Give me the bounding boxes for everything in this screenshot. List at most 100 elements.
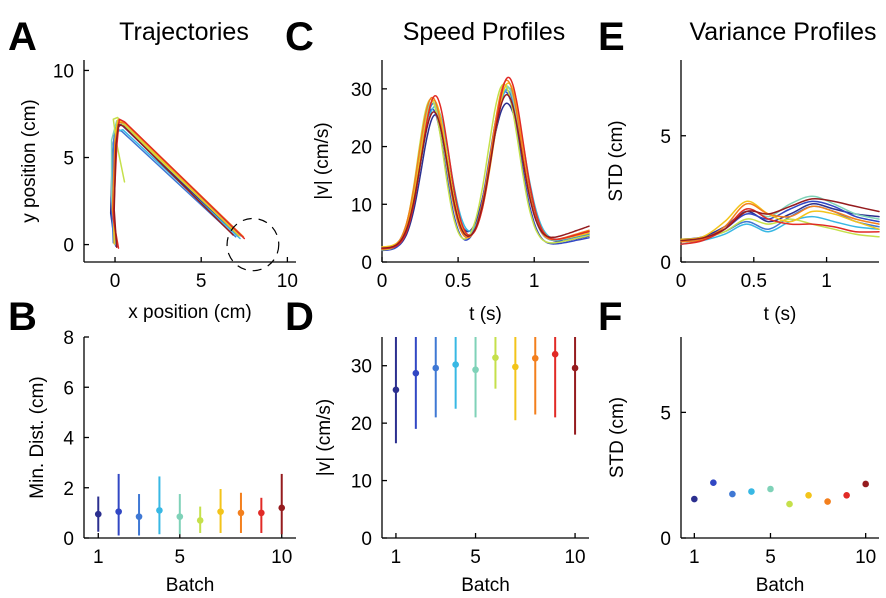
- data-point: [258, 509, 265, 517]
- y-axis-label: |v| (cm/s): [314, 399, 335, 476]
- x-tick-label: 5: [765, 547, 776, 568]
- panel-title: Trajectories: [119, 18, 249, 46]
- x-tick-label: 5: [175, 547, 186, 568]
- data-point: [432, 364, 440, 372]
- data-point: [843, 491, 850, 499]
- data-point: [217, 508, 224, 515]
- panel-letter: A: [8, 15, 37, 59]
- data-point: [392, 386, 400, 394]
- y-tick-label: 20: [351, 414, 372, 435]
- y-tick-label: 4: [63, 429, 74, 450]
- data-point: [786, 500, 793, 508]
- panel-title: Speed Profiles: [403, 18, 566, 46]
- x-axis-label: t (s): [764, 304, 797, 325]
- y-tick-label: 0: [361, 253, 372, 274]
- speed-profile-line: [381, 93, 590, 249]
- trajectory-line: [111, 119, 240, 248]
- data-point: [412, 369, 420, 377]
- y-tick-label: 30: [351, 80, 372, 101]
- data-point: [691, 495, 698, 503]
- x-tick-label: 0: [676, 271, 687, 292]
- data-marks: [392, 337, 579, 444]
- data-point: [196, 517, 204, 524]
- data-point: [748, 488, 755, 495]
- panel-d: D 1 5 10 0 10 20 30 Batch |v| (cm/s): [285, 295, 589, 596]
- y-tick-label: 0: [63, 529, 74, 550]
- data-point: [492, 354, 499, 361]
- y-axis-label: Min. Dist. (cm): [27, 376, 48, 498]
- speed-profile-line: [381, 76, 590, 250]
- x-axis-label: Batch: [756, 575, 805, 596]
- data-marks: [680, 195, 880, 246]
- data-point: [472, 366, 479, 374]
- variance-profile-line: [680, 215, 880, 246]
- y-axis-label: STD (cm): [606, 120, 627, 201]
- y-axis-label: y position (cm): [19, 99, 40, 223]
- y-tick-label: 10: [351, 472, 372, 493]
- y-tick-label: 2: [63, 479, 74, 500]
- panel-letter: D: [285, 295, 314, 339]
- variance-profile-line: [680, 197, 880, 242]
- y-axis-label: |v| (cm/s): [312, 122, 333, 199]
- x-tick-label: 5: [470, 547, 481, 568]
- x-tick-label: 0.5: [741, 271, 767, 292]
- y-tick-label: 0: [63, 236, 74, 257]
- x-tick-label: 1: [529, 271, 540, 292]
- y-tick-label: 10: [351, 195, 372, 216]
- panel-b: B 1 5 10 0 2 4 6 8 Batch Min. Dist. (cm): [8, 295, 296, 596]
- y-tick-label: 5: [660, 403, 671, 424]
- y-tick-label: 5: [660, 127, 671, 148]
- panel-e: E Variance Profiles 0 0.5 1 0 5 t (s) STD (cm): [598, 15, 880, 325]
- data-marks: [94, 473, 286, 536]
- panel-f: F 1 5 10 0 5 Batch STD (cm): [598, 295, 879, 596]
- y-tick-label: 20: [351, 138, 372, 159]
- data-point: [571, 364, 579, 372]
- variance-profile-line: [680, 200, 880, 241]
- x-tick-label: 10: [564, 547, 585, 568]
- y-tick-label: 5: [63, 149, 74, 170]
- panel-letter: C: [285, 15, 314, 59]
- trajectory-line: [112, 116, 236, 233]
- data-point: [237, 509, 245, 517]
- x-tick-label: 10: [271, 547, 292, 568]
- y-tick-label: 10: [53, 61, 74, 82]
- variance-profile-line: [680, 208, 880, 246]
- panel-letter: E: [598, 15, 625, 59]
- data-point: [278, 504, 286, 512]
- y-tick-label: 6: [63, 378, 74, 399]
- panel-title: Variance Profiles: [689, 18, 876, 46]
- data-point: [115, 508, 122, 515]
- trajectory-line: [110, 127, 237, 244]
- data-point: [710, 479, 717, 487]
- data-point: [824, 498, 831, 505]
- data-point: [135, 513, 143, 520]
- y-tick-label: 0: [660, 529, 671, 550]
- x-axis-label: Batch: [166, 575, 215, 596]
- x-tick-label: 10: [855, 547, 876, 568]
- data-point: [551, 350, 559, 358]
- y-tick-label: 0: [660, 253, 671, 274]
- trajectory-line: [109, 123, 238, 246]
- x-axis-label: x position (cm): [128, 302, 252, 323]
- data-point: [531, 354, 539, 362]
- data-point: [94, 510, 102, 518]
- x-tick-label: 0: [377, 271, 388, 292]
- x-tick-label: 1: [93, 547, 104, 568]
- data-point: [729, 490, 736, 498]
- x-tick-label: 1: [391, 547, 402, 568]
- speed-profile-line: [381, 83, 590, 251]
- y-axis-label: STD (cm): [607, 397, 628, 478]
- trajectory-line: [113, 123, 234, 248]
- x-tick-label: 1: [689, 547, 700, 568]
- data-point: [176, 513, 184, 520]
- speed-profile-line: [381, 102, 590, 250]
- data-marks: [109, 116, 280, 272]
- data-marks: [381, 76, 590, 252]
- data-point: [805, 491, 812, 499]
- x-tick-label: 0.5: [445, 271, 471, 292]
- data-point: [767, 485, 774, 493]
- data-point: [156, 507, 163, 514]
- x-tick-label: 10: [277, 271, 298, 292]
